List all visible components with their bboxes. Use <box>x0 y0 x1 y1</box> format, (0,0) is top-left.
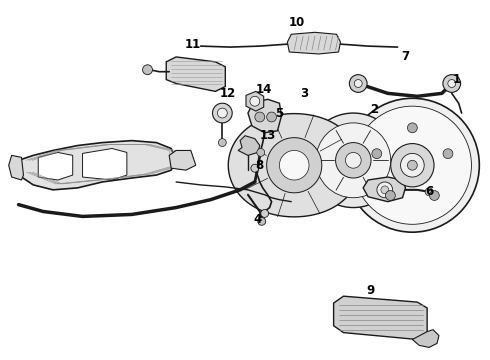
Circle shape <box>306 113 400 208</box>
Circle shape <box>353 106 471 224</box>
Circle shape <box>400 153 424 177</box>
Circle shape <box>267 112 276 122</box>
Text: 1: 1 <box>453 73 461 86</box>
Polygon shape <box>413 330 439 347</box>
Text: 13: 13 <box>260 129 276 142</box>
Circle shape <box>372 149 382 159</box>
Text: 10: 10 <box>289 16 305 29</box>
Text: 9: 9 <box>366 284 374 297</box>
Polygon shape <box>9 156 24 180</box>
Polygon shape <box>334 296 427 339</box>
Circle shape <box>255 112 265 122</box>
Circle shape <box>261 210 269 217</box>
Text: 7: 7 <box>401 50 410 63</box>
Circle shape <box>408 160 417 170</box>
Polygon shape <box>363 177 406 202</box>
Circle shape <box>443 75 461 93</box>
Circle shape <box>251 164 259 172</box>
Polygon shape <box>166 57 225 91</box>
Polygon shape <box>38 152 73 180</box>
Polygon shape <box>82 148 127 180</box>
Text: 8: 8 <box>256 159 264 172</box>
Text: 12: 12 <box>220 87 236 100</box>
Polygon shape <box>279 150 309 180</box>
Polygon shape <box>267 138 322 193</box>
Circle shape <box>316 123 391 198</box>
Circle shape <box>391 144 434 187</box>
Text: 5: 5 <box>275 107 284 120</box>
Polygon shape <box>228 114 360 217</box>
Polygon shape <box>169 150 196 170</box>
Circle shape <box>250 96 260 106</box>
Circle shape <box>386 190 395 201</box>
Circle shape <box>354 80 362 87</box>
Polygon shape <box>19 141 176 190</box>
Circle shape <box>218 108 227 118</box>
Polygon shape <box>246 91 264 111</box>
Text: 3: 3 <box>300 87 308 100</box>
Circle shape <box>429 190 440 201</box>
Circle shape <box>408 123 417 133</box>
Text: 2: 2 <box>370 103 378 116</box>
Circle shape <box>219 139 226 147</box>
Circle shape <box>349 75 367 93</box>
Circle shape <box>448 80 456 87</box>
Text: 4: 4 <box>254 213 262 226</box>
Polygon shape <box>238 136 260 156</box>
Circle shape <box>377 182 392 198</box>
Circle shape <box>213 103 232 123</box>
Circle shape <box>336 143 371 178</box>
Circle shape <box>443 149 453 159</box>
Text: 6: 6 <box>425 185 433 198</box>
Circle shape <box>258 217 266 225</box>
Text: 14: 14 <box>255 83 272 96</box>
Text: 11: 11 <box>185 38 201 51</box>
Circle shape <box>345 152 361 168</box>
Polygon shape <box>248 99 281 133</box>
Circle shape <box>143 65 152 75</box>
Circle shape <box>257 148 265 156</box>
Circle shape <box>381 186 389 194</box>
Circle shape <box>345 98 479 232</box>
Polygon shape <box>287 32 341 54</box>
Circle shape <box>425 188 433 196</box>
